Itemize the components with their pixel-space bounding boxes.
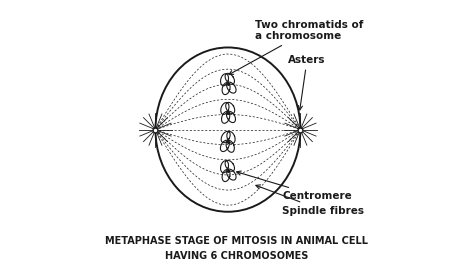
Text: Centromere: Centromere	[237, 171, 352, 201]
Ellipse shape	[155, 47, 301, 212]
Text: METAPHASE STAGE OF MITOSIS IN ANIMAL CELL
HAVING 6 CHROMOSOMES: METAPHASE STAGE OF MITOSIS IN ANIMAL CEL…	[105, 236, 368, 261]
Text: Asters: Asters	[288, 55, 326, 110]
Text: Two chromatids of
a chromosome: Two chromatids of a chromosome	[229, 20, 363, 74]
Text: Spindle fibres: Spindle fibres	[256, 185, 365, 215]
